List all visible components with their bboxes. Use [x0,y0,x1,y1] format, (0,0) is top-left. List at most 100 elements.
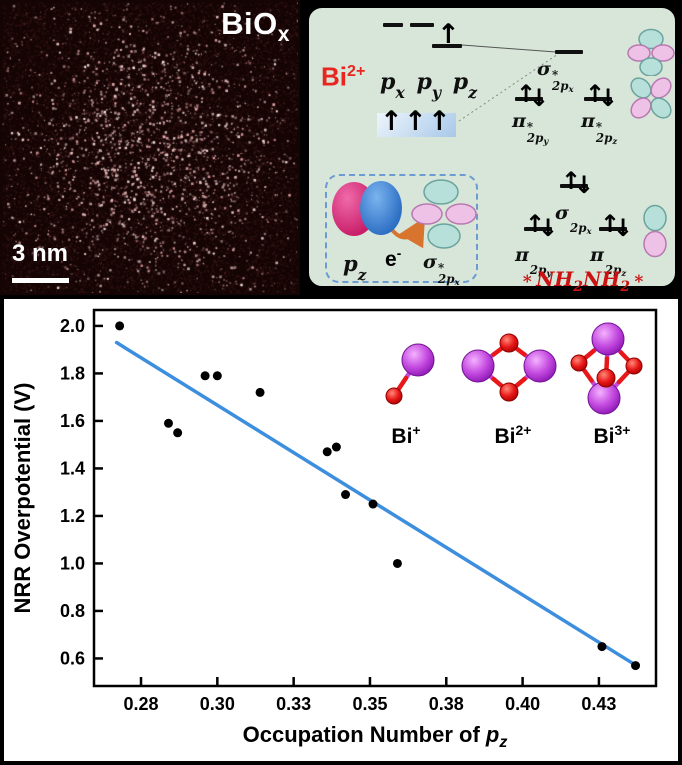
pi-star-2py-label: π * 2py [512,110,549,147]
molecule-label: Bi3+ [594,422,631,448]
pi-star-2py-level-bar [515,97,543,101]
electron-label: e- [385,246,402,271]
electron-transfer-inset [325,174,478,283]
plot-frame [92,308,658,688]
sigma-star-orbital-large-icon [411,179,477,249]
sigma-star-inset-label: σ * 2px [423,251,460,288]
py-label: py [416,69,442,103]
o-atom [499,382,519,402]
x-tick-label: 0.30 [200,694,235,714]
pi-star-orbital-icon [630,77,672,119]
o-atom [499,333,519,353]
x-tick-label: 0.38 [429,694,464,714]
x-tick-label: 0.40 [505,694,540,714]
pi-2py-level-bar [524,227,552,231]
data-point [341,490,351,500]
bi-atom [591,322,625,356]
data-point [163,418,173,428]
mo-diagram-panel: ↑ Bi2+ px py pz ↑ ↑ ↑ σ * 2px ↑ ↓ π * 2py ↑ … [306,5,678,295]
y-axis-title: NRR Overpotential (V) [10,382,35,613]
data-point [173,428,183,438]
stem-material-label-sub: x [277,23,290,47]
single-electron-level-bar [432,44,462,48]
empty-level-bar-1 [383,23,403,27]
spin-down-arrow: ↓ [529,84,550,112]
spin-up-arrow: ↑ [585,80,606,108]
pz-orbital-lobe-blue [360,181,402,235]
o-atom [625,357,643,375]
stem-material-label: BiOx [221,6,290,47]
bi-atom [523,349,557,383]
data-point [212,371,222,381]
pi-2pz-label: π 2pz [590,244,627,278]
data-point [368,499,378,509]
y-tick-label: 1.6 [60,411,85,431]
spin-up-arrow: ↑ [561,167,582,195]
data-point [255,387,265,397]
data-point [392,558,402,568]
pi-star-2pz-level-bar [584,97,612,101]
spin-up-arrow: ↑ [516,80,537,108]
y-tick-label: 0.8 [60,601,85,621]
pi-2py-label: π 2py [515,244,552,278]
p-electrons-box [377,113,456,137]
spin-down-arrow: ↓ [538,214,559,242]
bi-atom [461,349,495,383]
empty-level-bar-2 [410,23,434,27]
x-axis-title: Occupation Number of pz [243,722,508,751]
sigma-2px-level-bar [560,184,588,188]
scalebar [12,278,69,283]
ion-charge: 2+ [347,62,366,80]
spin-down-arrow: ↓ [613,214,634,242]
sigma-star-level-bar [555,50,583,54]
y-tick-label: 1.8 [60,363,85,383]
spin-down-arrow: ↓ [574,171,595,199]
data-point [331,442,341,452]
ion-symbol: Bi [321,61,347,92]
data-point [115,321,125,331]
scatter-chart: 0.28 0.30 0.33 0.35 0.38 0.40 0.43 2.0 1.8 1.6 1.4… [10,308,658,751]
o-atom [570,354,588,372]
sigma-2px-label: σ 2px [555,202,592,236]
spin-up-arrow: ↑ [404,106,427,137]
y-tick-label: 1.4 [60,458,85,478]
data-point [597,642,607,652]
data-point [631,661,641,671]
px-label: px [380,69,405,103]
sigma-star-2px-label: σ * 2px [537,58,574,95]
pz-inset-label: pz [343,251,367,284]
molecule-label: Bi2+ [495,422,532,448]
sigma-star-orbital-icon [627,28,675,76]
nh2nh2-footnote: ∗ NH2NH2 ∗ [521,267,645,295]
y-tick-label: 1.2 [60,506,85,526]
stem-micrograph [2,2,298,293]
y-tick-label: 1.0 [60,553,85,573]
spin-down-arrow: ↓ [598,84,619,112]
spin-up-arrow: ↑ [600,210,621,238]
x-tick-label: 0.35 [352,694,387,714]
y-tick-label: 0.6 [60,648,85,668]
pi-star-2pz-label: π * 2pz [581,110,618,147]
spin-up-arrow: ↑ [428,106,451,137]
data-point [322,447,332,457]
molecule-label: Bi+ [391,422,420,448]
pi-2pz-level-bar [599,227,627,231]
pz-label: pz [452,69,478,103]
pi-orbital-icon [643,204,667,258]
x-tick-label: 0.43 [581,694,616,714]
ion-label: Bi2+ [321,63,365,90]
stem-material-label-text: BiO [221,6,278,41]
o-atom [385,387,403,405]
bi-atom [401,343,435,377]
spin-up-arrow: ↑ [437,19,460,50]
x-tick-label: 0.33 [276,694,311,714]
spin-up-arrow: ↑ [525,210,546,238]
data-point [200,371,210,381]
p-orbitals-label: px py pz [380,69,478,103]
o-atom [596,368,616,388]
x-tick-label: 0.28 [123,694,158,714]
scatter-chart-panel: 0.28 0.30 0.33 0.35 0.38 0.40 0.43 2.0 1.8 1.6 1.4… [0,295,682,765]
scalebar-label: 3 nm [12,240,69,267]
stem-image-panel: BiOx 3 nm [0,0,300,295]
